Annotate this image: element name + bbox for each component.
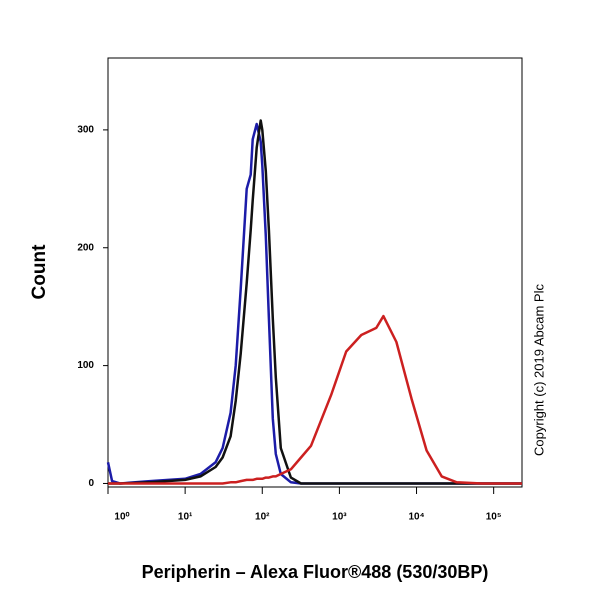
x-tick-label: 10³ bbox=[332, 512, 347, 523]
x-tick-label: 10⁰ bbox=[114, 512, 129, 523]
x-tick-label: 10⁴ bbox=[408, 512, 424, 523]
plot-frame bbox=[107, 57, 523, 488]
series-line bbox=[106, 122, 522, 485]
y-tick-label: 100 bbox=[77, 360, 94, 371]
y-tick-label: 300 bbox=[77, 125, 94, 136]
y-tick-label: 0 bbox=[88, 478, 94, 489]
y-tick-label: 200 bbox=[77, 242, 94, 253]
y-axis-label: Count bbox=[29, 244, 50, 300]
x-axis-label: Peripherin – Alexa Fluor®488 (530/30BP) bbox=[142, 562, 489, 582]
x-tick-label: 10¹ bbox=[178, 512, 193, 523]
series-line bbox=[108, 314, 522, 485]
x-tick-label: 10² bbox=[255, 512, 270, 523]
copyright: Copyright (c) 2019 Abcam Plc bbox=[531, 284, 546, 456]
x-tick-label: 10⁵ bbox=[486, 512, 502, 523]
series-line bbox=[108, 119, 522, 485]
